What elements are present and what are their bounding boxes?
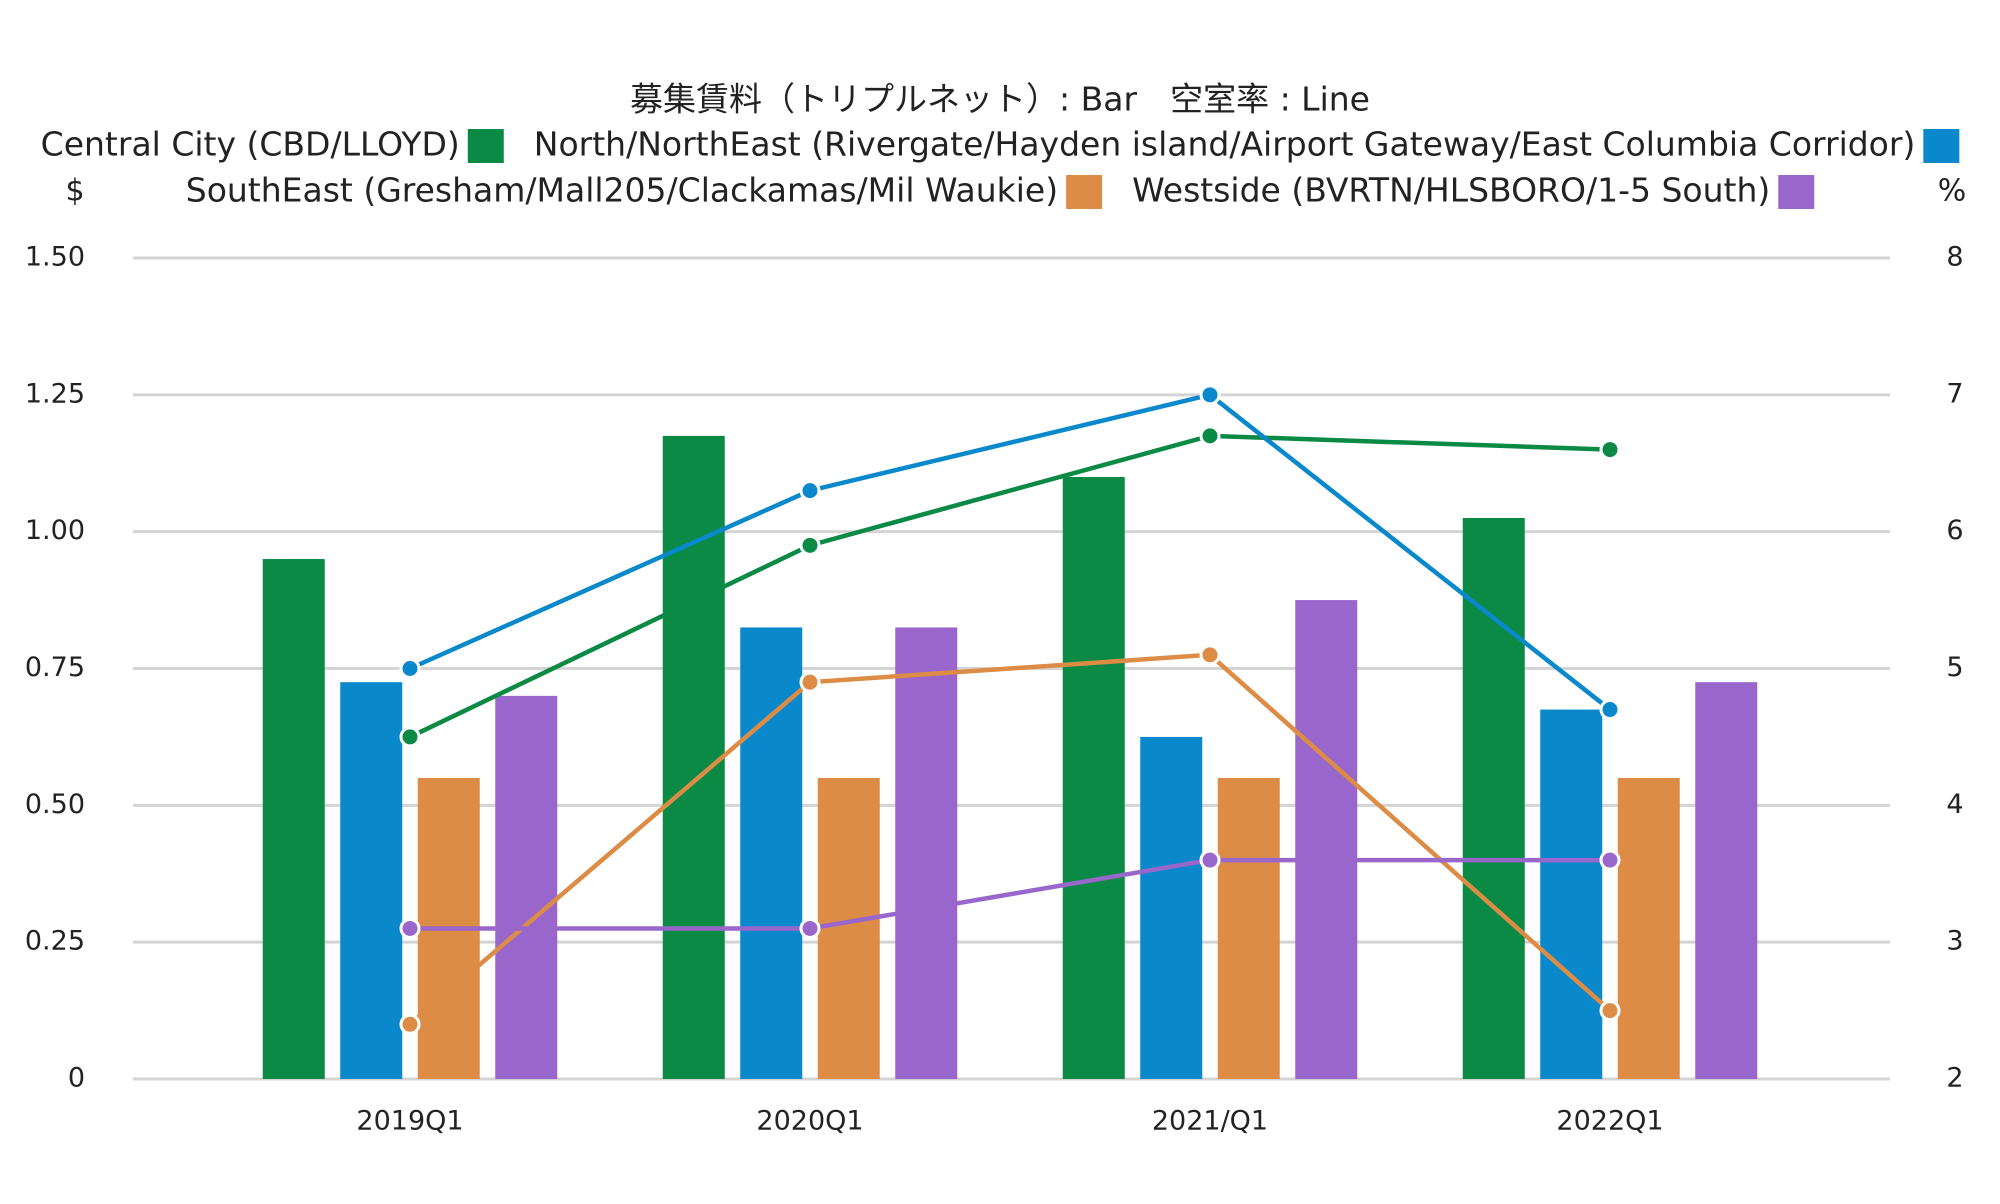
y-tick-label: 0.75: [25, 652, 85, 683]
line-point: [799, 534, 821, 556]
line-point: [399, 726, 421, 748]
y-tick-label: 0.50: [25, 789, 85, 820]
line-point: [1199, 849, 1221, 871]
bar: [740, 627, 803, 1079]
x-tick-label: 2021/Q1: [1152, 1106, 1268, 1137]
y2-axis-unit: %: [1938, 174, 1967, 209]
bar: [1217, 777, 1280, 1079]
line-point: [1599, 699, 1621, 721]
legend-swatch: [1923, 129, 1960, 163]
line-point: [799, 671, 821, 693]
line: [409, 433, 1611, 739]
line-point: [399, 917, 421, 939]
line-point: [1599, 1000, 1621, 1022]
bar: [1617, 777, 1680, 1079]
bar: [1695, 682, 1758, 1079]
y2-tick-label: 8: [1946, 242, 1963, 273]
y-tick-label: 1.00: [25, 515, 85, 546]
line-point: [799, 480, 821, 502]
bar: [895, 627, 958, 1079]
bar: [262, 559, 325, 1079]
legend-swatch: [1778, 175, 1815, 209]
y-tick-label: 1.25: [25, 378, 85, 409]
y2-tick-label: 4: [1946, 789, 1963, 820]
x-tick-label: 2020Q1: [756, 1106, 863, 1137]
bar: [1462, 517, 1525, 1079]
bar: [1062, 476, 1125, 1079]
y2-tick-label: 3: [1946, 926, 1963, 957]
legend-swatch: [1066, 175, 1103, 209]
y-tick-label: 0.25: [25, 926, 85, 957]
bar: [817, 777, 880, 1079]
line: [410, 857, 1610, 931]
bar: [1295, 600, 1358, 1079]
legend-row: Central City (CBD/LLOYD) North/NorthEast …: [41, 125, 1960, 164]
legend-label: SouthEast (Gresham/Mall205/Clackamas/Mil…: [186, 171, 1058, 210]
line-point: [1599, 849, 1621, 871]
bar: [340, 682, 403, 1079]
x-tick-label: 2019Q1: [356, 1106, 463, 1137]
legend-label: North/NorthEast (Rivergate/Hayden island…: [534, 125, 1916, 164]
y2-tick-label: 6: [1946, 515, 1963, 546]
bar: [1140, 736, 1203, 1079]
line-point: [799, 917, 821, 939]
y-axis-unit: $: [65, 174, 84, 209]
line-point: [1599, 439, 1621, 461]
line-point: [399, 658, 421, 679]
x-tick-label: 2022Q1: [1556, 1106, 1663, 1137]
y2-tick-label: 5: [1946, 652, 1963, 683]
legend-row: SouthEast (Gresham/Mall205/Clackamas/Mil…: [186, 171, 1815, 210]
line-point: [1199, 425, 1221, 447]
legend-label: Central City (CBD/LLOYD): [41, 125, 460, 164]
y-tick-label: 1.50: [25, 242, 85, 273]
line-point: [1199, 644, 1221, 666]
legend-swatch: [467, 129, 504, 163]
y2-tick-label: 7: [1946, 378, 1963, 409]
y2-tick-label: 2: [1946, 1063, 1963, 1094]
y-tick-label: 0: [68, 1063, 85, 1094]
line-point: [399, 1013, 421, 1035]
line: [408, 652, 1612, 1026]
line: [409, 392, 1612, 712]
bar: [495, 695, 558, 1079]
legend-label: Westside (BVRTN/HLSBORO/1-5 South): [1132, 171, 1770, 210]
bar: [1540, 709, 1603, 1079]
line-point: [1199, 384, 1221, 406]
chart-title: 募集賃料（トリプルネット）: Bar 空室率 : Line: [630, 80, 1370, 119]
